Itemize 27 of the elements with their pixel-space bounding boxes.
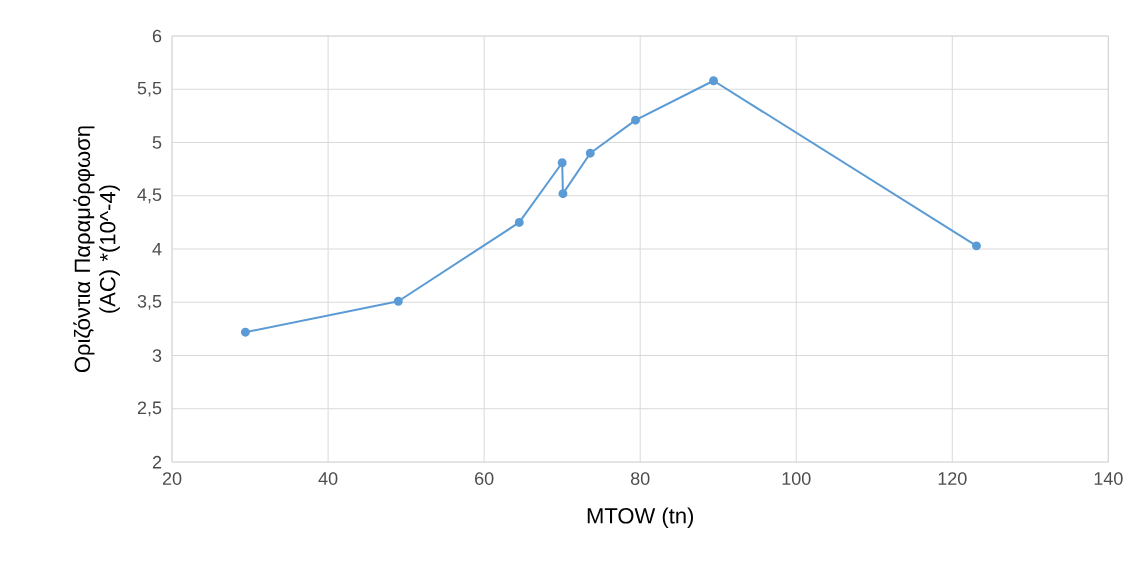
x-tick-label: 100	[782, 472, 811, 485]
point	[631, 115, 640, 125]
y-tick-label: 2,5	[137, 401, 162, 417]
x-tick-label: 60	[475, 472, 494, 485]
x-axis-title: MTOW (tn)	[587, 507, 694, 528]
x-tick-label: 20	[162, 472, 182, 485]
y-tick-label: 2	[152, 455, 162, 469]
point	[709, 76, 718, 86]
y-tick-label: 5	[152, 136, 162, 149]
point	[585, 148, 595, 158]
y-tick-label: 4	[152, 242, 162, 256]
y-tick-label: 3	[152, 349, 162, 362]
y-tick-label: 5,5	[137, 81, 162, 97]
x-tick-label: 120	[938, 472, 967, 485]
point	[240, 327, 250, 337]
point	[393, 296, 403, 306]
y-tick-label: 4,5	[137, 188, 162, 204]
x-tick-label: 40	[318, 472, 338, 485]
y-tick-label: 3,5	[137, 294, 162, 310]
x-tick-label: 140	[1094, 472, 1123, 485]
point	[558, 189, 568, 199]
point	[557, 158, 567, 168]
point	[514, 217, 524, 227]
point	[972, 241, 981, 251]
y-axis-title: Οριζόντια Παραμόρφωση (AC) *(10^-4)	[73, 126, 120, 373]
x-tick-label: 80	[630, 472, 650, 485]
y-tick-label: 6	[152, 29, 162, 43]
